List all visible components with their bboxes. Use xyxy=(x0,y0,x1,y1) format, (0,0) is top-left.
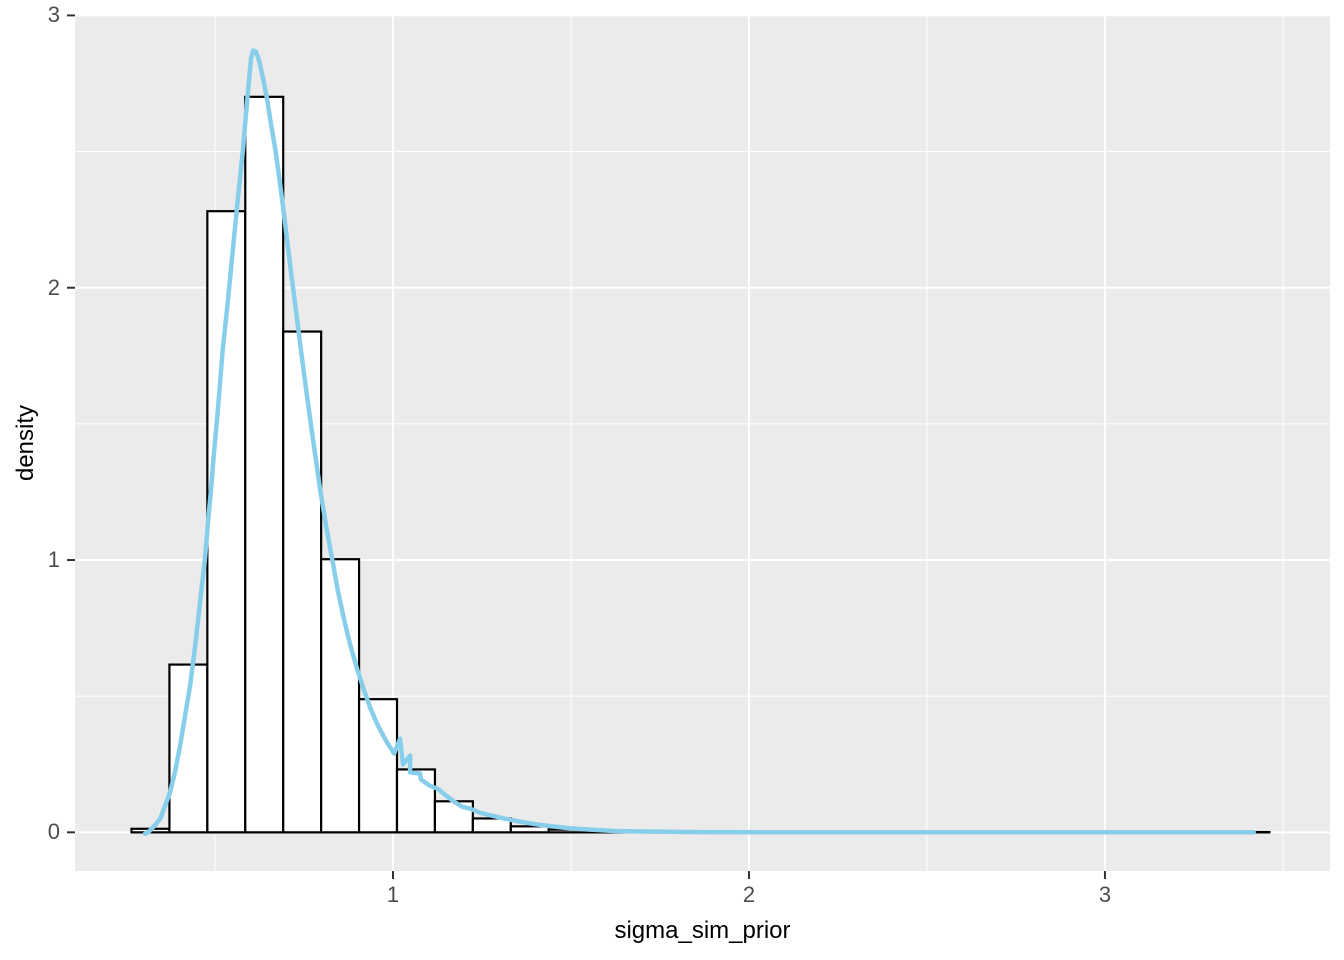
y-tick-label: 1 xyxy=(47,547,60,573)
histogram-bar xyxy=(395,768,437,834)
histogram-bar xyxy=(244,95,285,834)
y-tick-label: 3 xyxy=(47,2,60,28)
histogram-bar xyxy=(282,330,323,834)
density-curve xyxy=(142,48,1256,836)
x-tick-label: 1 xyxy=(386,882,400,907)
x-tick-label: 2 xyxy=(742,882,756,907)
x-tick-label: 3 xyxy=(1098,882,1112,907)
x-axis-title: sigma_sim_prior xyxy=(614,917,791,944)
y-tick-label: 2 xyxy=(47,274,60,300)
histogram-bar xyxy=(357,698,399,834)
y-tick-label: 0 xyxy=(47,819,60,845)
y-axis-title: density xyxy=(12,404,39,482)
